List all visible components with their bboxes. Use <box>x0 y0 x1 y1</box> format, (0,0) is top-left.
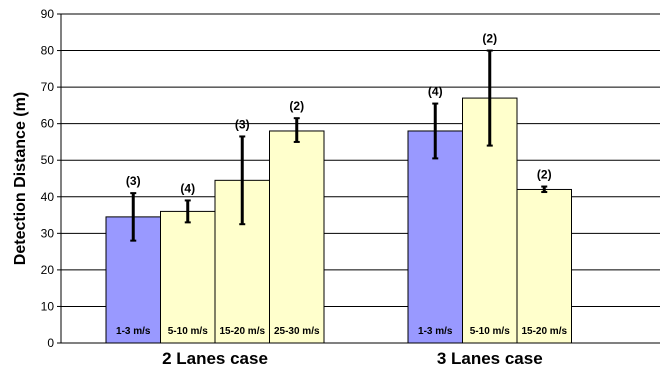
bar <box>160 210 216 344</box>
speed-range-label: 25-30 m/s <box>274 326 320 337</box>
sample-count-label: (4) <box>180 181 195 195</box>
sample-count-label: (2) <box>537 168 552 182</box>
speed-range-label: 15-20 m/s <box>521 326 567 337</box>
speed-range-label: 5-10 m/s <box>470 326 510 337</box>
y-tick-label: 0 <box>47 336 54 350</box>
speed-range-label: 1-3 m/s <box>418 326 453 337</box>
y-tick-label: 50 <box>41 153 55 167</box>
sample-count-label: (3) <box>235 117 250 131</box>
bar <box>516 188 572 344</box>
speed-range-label: 15-20 m/s <box>219 326 265 337</box>
bar <box>269 130 325 344</box>
sample-count-label: (2) <box>289 99 304 113</box>
y-axis-label: Detection Distance (m) <box>12 92 29 265</box>
y-tick-label: 90 <box>41 7 55 21</box>
y-tick-label: 80 <box>41 44 55 58</box>
bar <box>407 130 463 344</box>
error-bars <box>130 49 548 242</box>
bar-labels: (3) 1-3 m/s (4) 5-10 m/s (3) 15-20 m/s (2) 25-3… <box>116 32 567 337</box>
y-tick-label: 30 <box>41 226 55 240</box>
y-tick-label: 40 <box>41 190 55 204</box>
sample-count-label: (4) <box>428 85 443 99</box>
group-label: 3 Lanes case <box>437 349 543 368</box>
speed-range-label: 5-10 m/s <box>168 326 208 337</box>
speed-range-label: 1-3 m/s <box>116 326 151 337</box>
sample-count-label: (3) <box>126 174 141 188</box>
sample-count-label: (2) <box>482 32 497 46</box>
y-tick-label: 70 <box>41 80 55 94</box>
y-axis-ticks: 0 10 20 30 40 50 60 70 80 90 <box>41 7 61 350</box>
group-label: 2 Lanes case <box>162 349 268 368</box>
group-labels: 2 Lanes case 3 Lanes case <box>162 349 543 368</box>
y-tick-label: 20 <box>41 263 55 277</box>
y-tick-label: 60 <box>41 117 55 131</box>
y-tick-label: 10 <box>41 299 55 313</box>
